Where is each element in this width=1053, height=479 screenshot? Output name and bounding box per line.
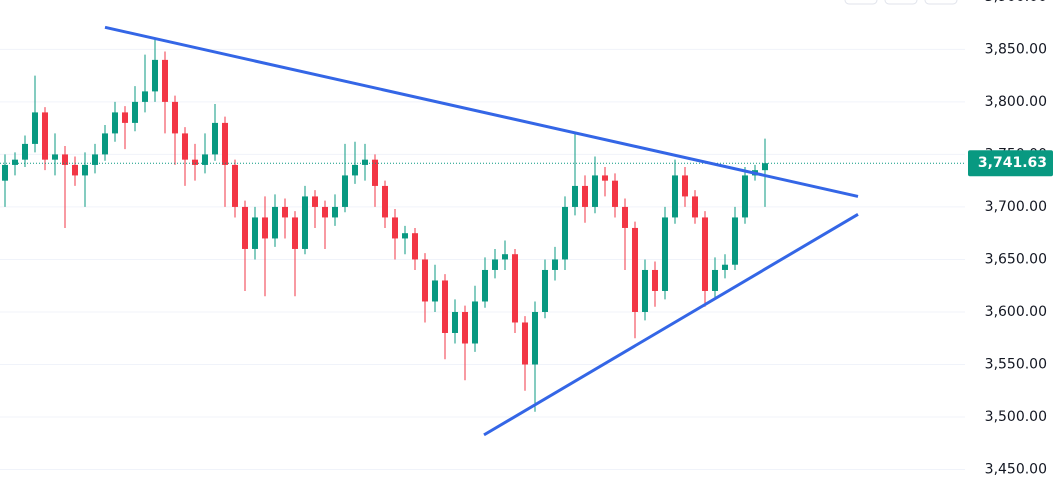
candle-body <box>672 175 678 218</box>
candle-body <box>402 233 408 239</box>
candle-body <box>532 311 538 365</box>
candle-body <box>282 206 288 218</box>
y-tick-label: 3,650.00 <box>985 251 1047 267</box>
candle-body <box>52 154 58 160</box>
toolbar-button[interactable] <box>844 0 878 5</box>
candle-body <box>122 112 128 123</box>
candle-body <box>142 91 148 102</box>
candle-body <box>602 175 608 181</box>
candle-body <box>412 233 418 260</box>
candle-body <box>512 254 518 323</box>
candle-body <box>612 180 618 207</box>
candle-body <box>482 269 488 302</box>
candle-body <box>322 206 328 218</box>
candle-body <box>452 311 458 333</box>
candle-body <box>102 133 108 155</box>
candle-body <box>682 175 688 197</box>
candle-body <box>252 217 258 249</box>
trend-line <box>483 212 859 437</box>
candle-body <box>662 217 668 291</box>
candle-body <box>22 143 28 160</box>
candle-body <box>312 196 318 207</box>
candle-body <box>372 159 378 186</box>
candle-body <box>472 301 478 344</box>
candle-body <box>162 59 168 102</box>
candle-body <box>362 159 368 165</box>
candle-body <box>212 122 218 155</box>
candle-body <box>272 206 278 239</box>
candle-body <box>222 122 228 165</box>
candle-body <box>12 159 18 165</box>
candle-body <box>132 101 138 123</box>
candle-body <box>422 259 428 302</box>
candle-body <box>112 112 118 134</box>
candle-body <box>62 154 68 165</box>
candle-body <box>622 206 628 228</box>
candle-body <box>42 112 48 160</box>
y-tick-label: 3,600.00 <box>985 304 1047 320</box>
toolbar-button[interactable] <box>924 0 958 5</box>
candle-body <box>432 280 438 302</box>
trend-line <box>104 25 859 198</box>
candle-body <box>492 259 498 270</box>
candle-body <box>342 175 348 207</box>
candle-body <box>192 159 198 165</box>
candle-body <box>92 154 98 165</box>
grid <box>0 48 965 471</box>
candle-body <box>392 217 398 239</box>
candle-body <box>352 164 358 176</box>
candle-body <box>302 196 308 249</box>
candle-body <box>332 206 338 218</box>
candle-body <box>582 185 588 207</box>
candle-body <box>692 196 698 218</box>
candle-body <box>562 206 568 260</box>
candle-body <box>652 269 658 291</box>
y-tick-label: 3,450.00 <box>985 462 1047 478</box>
candle-body <box>152 59 158 92</box>
candle-body <box>552 259 558 270</box>
y-tick-label: 3,500.00 <box>985 409 1047 425</box>
candle-body <box>702 217 708 291</box>
candle-body <box>722 264 728 270</box>
candle-body <box>742 175 748 218</box>
y-tick-label: 3,850.00 <box>985 41 1047 57</box>
candle-body <box>592 175 598 207</box>
candle-body <box>202 154 208 165</box>
last-price-label: 3,741.63 <box>978 155 1047 171</box>
candle-body <box>182 133 188 160</box>
candle-body <box>382 185 388 218</box>
candle-body <box>732 217 738 265</box>
candle-body <box>502 254 508 260</box>
candle-body <box>642 269 648 312</box>
candle-body <box>542 269 548 312</box>
candle-body <box>442 280 448 333</box>
candle-body <box>462 311 468 344</box>
plot <box>0 25 965 437</box>
y-tick-label: 3,550.00 <box>985 357 1047 373</box>
y-tick-label: 3,700.00 <box>985 199 1047 215</box>
candle-body <box>82 164 88 176</box>
candle-body <box>242 206 248 249</box>
y-tick-label: 3,900.00 <box>985 0 1047 5</box>
candle-body <box>2 164 8 181</box>
price-axis: 3,450.00 3,500.00 3,550.00 3,600.00 3,650.00… <box>968 0 1053 478</box>
candle-body <box>712 269 718 291</box>
candle-body <box>172 101 178 134</box>
y-tick-label: 3,800.00 <box>985 94 1047 110</box>
toolbar-button[interactable] <box>884 0 918 5</box>
last-price-box <box>968 150 1053 177</box>
candle-body <box>232 164 238 207</box>
candle-body <box>72 164 78 176</box>
candle-body <box>632 227 638 312</box>
candle-body <box>522 322 528 365</box>
candle-body <box>32 112 38 144</box>
candle-body <box>762 163 768 171</box>
candle-body <box>292 217 298 249</box>
candle-body <box>572 185 578 207</box>
candle-body <box>262 217 268 239</box>
